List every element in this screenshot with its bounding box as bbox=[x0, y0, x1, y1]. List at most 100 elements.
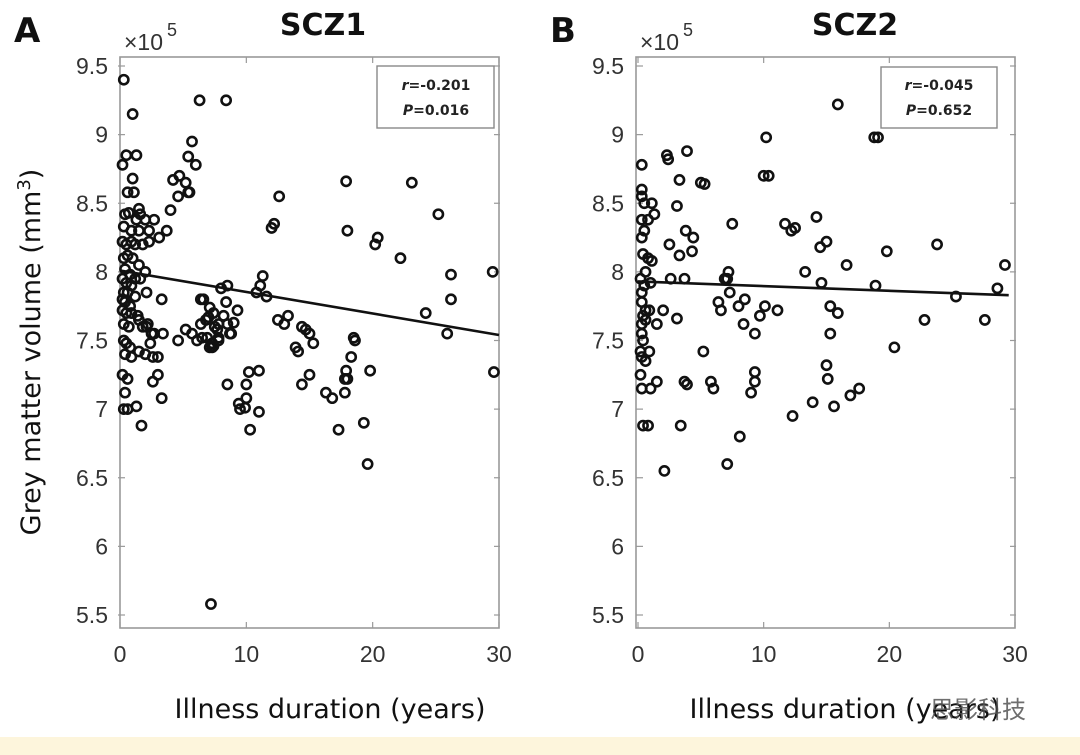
data-point bbox=[978, 314, 991, 326]
data-point bbox=[116, 158, 129, 171]
y-tick-label: 7 bbox=[95, 396, 108, 422]
data-point bbox=[657, 304, 670, 317]
data-point bbox=[345, 351, 358, 363]
data-point bbox=[155, 392, 168, 405]
data-point bbox=[721, 458, 734, 470]
data-point bbox=[227, 316, 240, 329]
data-point bbox=[419, 307, 432, 319]
x-tick-label: 10 bbox=[751, 641, 777, 667]
data-point bbox=[638, 224, 651, 237]
bottom-strip bbox=[0, 737, 1080, 755]
data-point bbox=[155, 293, 168, 306]
panel-letter-b: B bbox=[550, 11, 576, 51]
y-multiplier-a: ×10 5 bbox=[124, 20, 177, 55]
data-point bbox=[869, 279, 882, 292]
stat-p-b: P=0.652 bbox=[906, 103, 972, 119]
data-point bbox=[146, 375, 159, 388]
panel-letter-a: A bbox=[14, 11, 41, 51]
data-point bbox=[745, 386, 757, 399]
data-point bbox=[726, 217, 739, 230]
data-point bbox=[296, 320, 308, 333]
data-point bbox=[119, 386, 131, 399]
data-point bbox=[164, 204, 177, 217]
data-point bbox=[828, 400, 840, 413]
data-point bbox=[661, 149, 673, 162]
data-point bbox=[133, 259, 145, 271]
data-point bbox=[282, 309, 294, 322]
data-point bbox=[121, 186, 134, 199]
y-tick-label: 6 bbox=[95, 533, 108, 559]
data-point bbox=[193, 94, 206, 107]
data-point bbox=[634, 368, 647, 381]
data-point bbox=[135, 419, 148, 432]
data-point bbox=[244, 423, 257, 436]
y-tick-label: 7.5 bbox=[76, 328, 108, 354]
data-point bbox=[673, 174, 686, 186]
data-point bbox=[371, 231, 384, 244]
data-point bbox=[332, 423, 345, 436]
data-point bbox=[704, 375, 717, 388]
data-point bbox=[650, 375, 663, 388]
y-tick-label: 6.5 bbox=[592, 465, 624, 491]
panel-a: A SCZ1 ×10 5 r=-0.201 P=0.016 5.5 6 6.5 7 7.5… bbox=[14, 8, 512, 725]
data-point bbox=[349, 334, 361, 347]
data-point bbox=[681, 145, 693, 157]
plot-frame-b bbox=[635, 56, 1016, 629]
data-point bbox=[820, 235, 833, 248]
data-point bbox=[721, 272, 734, 285]
data-point bbox=[637, 419, 649, 432]
data-point bbox=[868, 131, 881, 144]
y-multiplier-exp-b: 5 bbox=[683, 20, 693, 40]
data-point bbox=[126, 108, 139, 120]
data-point bbox=[268, 217, 281, 230]
data-point bbox=[186, 135, 198, 148]
data-point bbox=[121, 373, 134, 385]
x-tick-label: 0 bbox=[114, 641, 127, 667]
data-point bbox=[120, 307, 133, 319]
stat-r-b: r=-0.045 bbox=[905, 78, 974, 94]
data-point bbox=[931, 238, 943, 251]
data-point bbox=[139, 213, 152, 226]
data-point bbox=[145, 327, 158, 340]
data-point bbox=[674, 419, 687, 432]
stats-box-frame-a bbox=[376, 65, 495, 129]
data-point bbox=[182, 150, 195, 163]
data-point bbox=[637, 334, 649, 347]
data-point bbox=[686, 245, 698, 258]
data-point bbox=[364, 364, 377, 377]
data-point bbox=[644, 382, 657, 395]
y-tick-label: 6 bbox=[611, 533, 624, 559]
data-point bbox=[207, 307, 220, 319]
data-point bbox=[200, 314, 212, 326]
stat-r-label-a: r bbox=[402, 78, 410, 94]
data-point bbox=[635, 183, 648, 196]
data-point bbox=[196, 331, 209, 344]
panel-b: B SCZ2 ×10 5 r=-0.045 P=0.652 5.5 6 6.5 7 7.5… bbox=[550, 8, 1028, 725]
data-point bbox=[722, 265, 735, 278]
data-point bbox=[341, 224, 354, 237]
data-point bbox=[658, 464, 671, 477]
data-point bbox=[635, 190, 648, 203]
y-tick-label: 5.5 bbox=[592, 602, 624, 628]
points-b bbox=[634, 98, 1011, 477]
data-point bbox=[357, 416, 370, 429]
data-point bbox=[141, 318, 154, 330]
y-axis-label-base: Grey matter volume (mm bbox=[16, 191, 47, 536]
data-point bbox=[786, 410, 799, 422]
data-point bbox=[133, 345, 145, 358]
panel-title-a: SCZ1 bbox=[280, 8, 366, 43]
data-point bbox=[220, 296, 233, 308]
data-point bbox=[179, 323, 192, 336]
data-point bbox=[759, 300, 771, 313]
x-axis-label-a: Illness duration (years) bbox=[175, 694, 486, 725]
data-point bbox=[292, 345, 305, 358]
data-point bbox=[120, 149, 133, 162]
data-point bbox=[182, 186, 195, 199]
data-point bbox=[737, 318, 750, 330]
stat-p-label-b: P bbox=[906, 103, 917, 119]
y-multiplier-base-b: ×10 bbox=[640, 29, 679, 55]
data-point bbox=[122, 206, 135, 219]
data-point bbox=[840, 259, 853, 271]
data-point bbox=[445, 293, 457, 306]
fit-line-b bbox=[637, 280, 1009, 297]
